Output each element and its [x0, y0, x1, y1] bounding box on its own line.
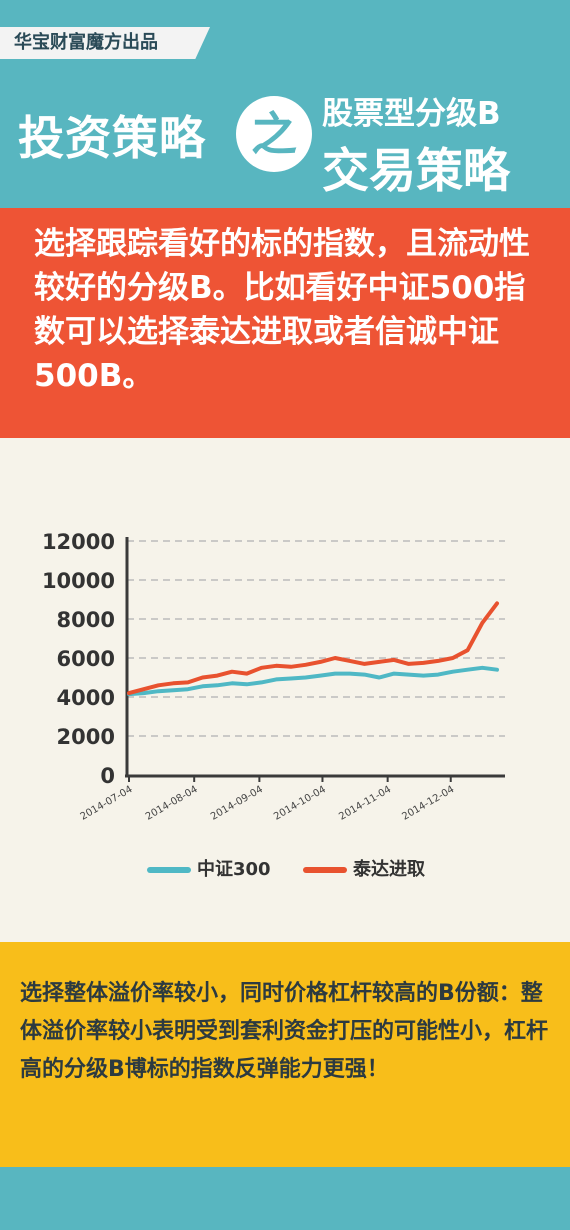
- title-right-top: 股票型分级B: [322, 96, 501, 132]
- data-point: [465, 648, 470, 652]
- x-tick-label: 2014-07-04: [79, 784, 135, 823]
- y-tick-label: 10000: [42, 569, 115, 593]
- x-tick-label: 2014-11-04: [337, 784, 393, 823]
- brand-label: 华宝财富魔方出品: [14, 32, 158, 53]
- data-point: [274, 664, 278, 668]
- y-tick-label: 8000: [57, 608, 115, 632]
- title-left: 投资策略: [18, 111, 206, 165]
- data-point: [230, 670, 234, 674]
- data-point: [436, 659, 440, 663]
- title-connector-badge: 之: [236, 96, 312, 172]
- data-point: [215, 673, 219, 678]
- data-point: [348, 672, 352, 676]
- data-point: [245, 682, 249, 686]
- data-point: [465, 668, 470, 672]
- y-tick-label: 6000: [57, 647, 115, 671]
- data-point: [407, 672, 411, 677]
- data-point: [186, 687, 190, 691]
- data-point: [436, 672, 440, 677]
- y-tick-label: 4000: [57, 686, 115, 710]
- data-point: [289, 665, 293, 669]
- intro-banner: [0, 208, 570, 438]
- data-point: [142, 691, 146, 695]
- data-point: [495, 668, 499, 672]
- data-point: [362, 662, 367, 666]
- data-point: [333, 656, 337, 660]
- x-tick-label: 2014-09-04: [209, 784, 265, 823]
- intro-text: 选择跟踪看好的标的指数，且流动性较好的分级B。比如看好中证500指数可以选择泰达…: [34, 226, 530, 394]
- brand-tag: 华宝财富魔方出品: [0, 27, 210, 59]
- y-tick-label: 0: [100, 764, 115, 788]
- y-tick-label: 2000: [57, 725, 115, 749]
- y-tick-label: 12000: [42, 530, 115, 554]
- data-point: [392, 672, 396, 676]
- data-point: [186, 680, 190, 684]
- data-point: [127, 691, 131, 695]
- data-point: [480, 666, 484, 670]
- series-line-1: [127, 665, 499, 697]
- legend-swatch-series-2: [303, 867, 347, 873]
- data-point: [201, 684, 205, 688]
- data-point: [377, 660, 381, 664]
- data-point: [201, 675, 205, 680]
- x-tick-label: 2014-10-04: [272, 784, 328, 823]
- data-point: [274, 677, 278, 682]
- data-point: [348, 659, 352, 663]
- data-point: [215, 683, 219, 687]
- series-line-2: [127, 601, 499, 696]
- data-point: [421, 673, 425, 678]
- data-point: [318, 660, 322, 664]
- footer-band: [0, 1167, 570, 1230]
- data-point: [171, 688, 175, 692]
- data-point: [495, 601, 499, 605]
- data-point: [451, 656, 455, 660]
- title-right-bottom: 交易策略: [322, 144, 510, 199]
- data-point: [230, 681, 234, 685]
- legend-label-series-2: 泰达进取: [353, 859, 425, 880]
- data-point: [259, 680, 264, 684]
- data-point: [421, 661, 425, 665]
- data-point: [245, 672, 249, 676]
- data-point: [289, 676, 293, 681]
- data-point: [156, 683, 161, 687]
- data-point: [304, 675, 308, 680]
- data-point: [171, 681, 175, 685]
- legend-swatch-series-1: [147, 867, 191, 873]
- data-point: [480, 621, 484, 625]
- data-point: [407, 662, 411, 666]
- chart-panel: 0 2000 4000 6000 8000 10000 12000 2014-07-04 201…: [0, 438, 570, 942]
- data-point: [362, 672, 367, 677]
- legend-label-series-1: 中证300: [197, 859, 271, 880]
- data-point: [318, 673, 322, 678]
- conclusion-banner: [0, 942, 570, 1167]
- data-point: [156, 689, 161, 693]
- x-tick-label: 2014-12-04: [400, 784, 456, 823]
- data-point: [142, 687, 146, 691]
- data-point: [259, 666, 264, 670]
- data-point: [333, 672, 337, 676]
- x-tick-label: 2014-08-04: [144, 784, 200, 823]
- conclusion-text: 选择整体溢价率较小，同时价格杠杆较高的B份额：整体溢价率较小表明受到套利资金打压…: [20, 981, 549, 1082]
- title-connector: 之: [251, 107, 297, 161]
- data-point: [451, 670, 455, 674]
- data-point: [392, 658, 396, 662]
- data-point: [377, 675, 381, 680]
- header: 华宝财富魔方出品 投资策略 之 股票型分级B 交易策略: [0, 0, 570, 208]
- data-point: [304, 663, 308, 667]
